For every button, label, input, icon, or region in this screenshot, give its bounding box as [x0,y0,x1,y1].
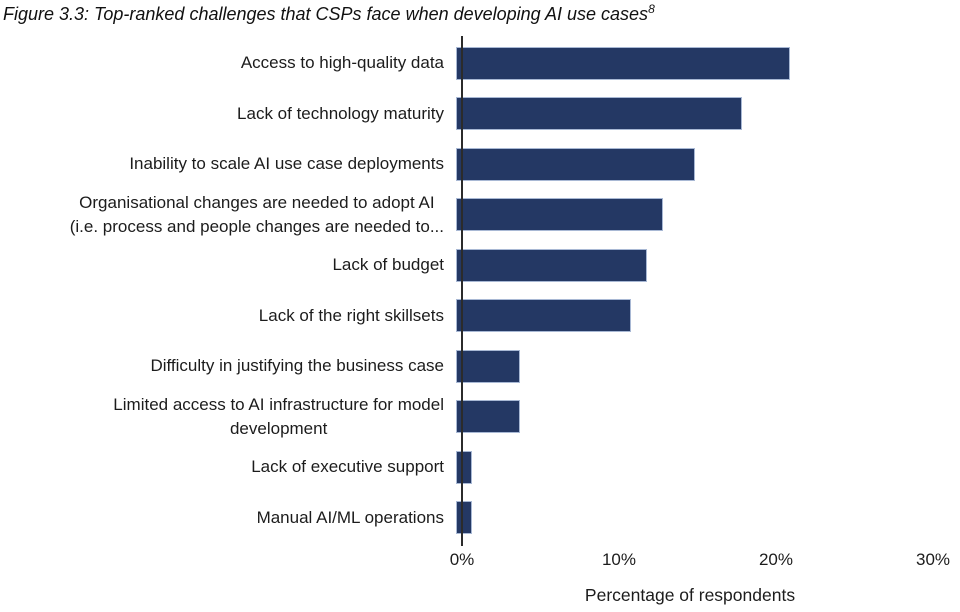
bar [456,248,647,282]
x-axis-title: Percentage of respondents [584,585,796,605]
category-label: Inability to scale AI use case deploymen… [0,152,456,176]
chart-row: Limited access to AI infrastructure for … [0,392,933,443]
category-label-text: Manual AI/ML operations [256,507,444,527]
category-label: Difficulty in justifying the business ca… [0,354,456,378]
category-label: Organisational changes are needed to ado… [0,191,456,239]
bar [456,400,520,434]
bar [456,198,663,232]
bar [456,450,472,484]
bar-track [456,139,933,190]
bar [456,349,520,383]
category-label: Manual AI/ML operations [0,506,456,530]
chart-row: Lack of budget [0,240,933,291]
bar-track [456,392,933,443]
category-label: Lack of budget [0,253,456,277]
bar [456,97,743,131]
chart-row: Organisational changes are needed to ado… [0,190,933,241]
bar [456,46,790,80]
bar-track [456,240,933,291]
chart-row: Difficulty in justifying the business ca… [0,341,933,392]
bar-chart-rows: Access to high-quality data Lack of techn… [0,38,933,543]
x-axis-tick-label: 20% [758,550,793,569]
bar-track [456,38,933,89]
bar-track [456,442,933,493]
figure-title: Figure 3.3: Top-ranked challenges that C… [3,2,655,25]
bar-track [456,190,933,241]
chart-row: Lack of executive support [0,442,933,493]
bar-track [456,341,933,392]
category-label-text: Lack of budget [332,255,444,275]
category-label: Lack of technology maturity [0,102,456,126]
chart-row: Access to high-quality data [0,38,933,89]
x-axis-tick-label: 30% [915,550,951,569]
category-label-text: Limited access to AI infrastructure for … [113,394,444,438]
category-label-text: Inability to scale AI use case deploymen… [129,154,444,174]
figure-title-footnote-ref: 8 [648,2,655,16]
chart-row: Lack of technology maturity [0,89,933,140]
bar [456,501,472,535]
y-axis-line [461,36,463,546]
category-label-text: Organisational changes are needed to ado… [69,192,444,236]
category-label-text: Lack of executive support [251,457,444,477]
bar-track [456,493,933,544]
category-label-text: Access to high-quality data [240,53,444,73]
category-label-text: Lack of technology maturity [237,103,444,123]
category-label: Lack of the right skillsets [0,304,456,328]
x-axis-tick-label: 0% [449,550,475,569]
chart-row: Lack of the right skillsets [0,291,933,342]
category-label-text: Difficulty in justifying the business ca… [150,356,444,376]
category-label: Limited access to AI infrastructure for … [0,393,456,441]
chart-row: Inability to scale AI use case deploymen… [0,139,933,190]
category-label: Lack of executive support [0,455,456,479]
bar-track [456,89,933,140]
category-label: Access to high-quality data [0,51,456,75]
bar [456,299,631,333]
figure-title-text: Figure 3.3: Top-ranked challenges that C… [3,4,649,24]
x-axis-tick-label: 10% [601,550,636,569]
bar [456,147,695,181]
category-label-text: Lack of the right skillsets [258,305,444,325]
chart-row: Manual AI/ML operations [0,493,933,544]
bar-track [456,291,933,342]
x-axis-ticks: 0% 10% 20% 30% [450,550,950,572]
